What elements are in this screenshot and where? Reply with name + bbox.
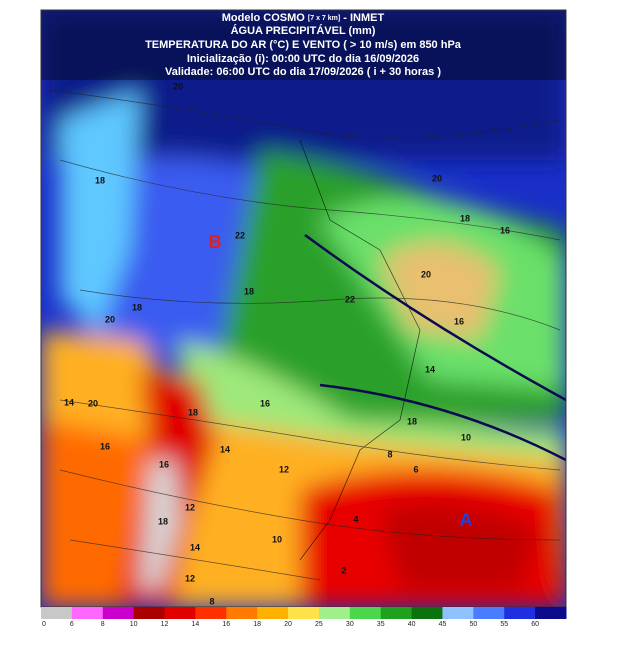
contour-label: 12 [279, 464, 289, 474]
contour-label: 22 [235, 230, 245, 240]
colorbar-label: 18 [253, 621, 261, 628]
colorbar-label: 35 [377, 621, 385, 628]
contour-label: 4 [353, 514, 358, 524]
colorbar-swatch [504, 607, 536, 619]
colorbar-swatch [349, 607, 382, 619]
colorbar-swatch [102, 607, 135, 619]
header-line: Modelo COSMO [7 x 7 km] - INMET [222, 12, 385, 24]
contour-label: 20 [105, 314, 115, 324]
colorbar-label: 60 [531, 621, 539, 628]
contour-label: 6 [413, 464, 418, 474]
colorbar-swatch [535, 607, 567, 619]
contour-label: 18 [132, 302, 142, 312]
contour-label: 16 [100, 441, 110, 451]
header-source: - INMET [343, 12, 384, 24]
colorbar-label: 55 [500, 621, 508, 628]
colorbar-swatch [411, 607, 443, 619]
colorbar-label: 30 [346, 621, 354, 628]
contour-label: 20 [88, 398, 98, 408]
colorbar-label: 40 [408, 621, 416, 628]
colorbar-swatch [380, 607, 413, 619]
header-line: ÁGUA PRECIPITÁVEL (mm) [231, 24, 376, 37]
contour-label: 16 [500, 225, 510, 235]
contour-label: 10 [461, 432, 471, 442]
colorbar-label: 20 [284, 621, 292, 628]
colorbar-label: 14 [192, 621, 200, 628]
header-line: TEMPERATURA DO AR (°C) E VENTO ( > 10 m/… [145, 39, 462, 51]
colorbar-swatch [288, 607, 320, 619]
contour-label: 2 [341, 565, 346, 575]
header-model: Modelo COSMO [222, 12, 306, 24]
contour-label: 20 [173, 81, 183, 91]
colorbar-label: 8 [101, 621, 105, 628]
colorbar-swatch [133, 607, 166, 619]
contour-label: 20 [421, 269, 431, 279]
contour-label: 8 [209, 596, 214, 606]
colorbar-swatch [318, 607, 351, 619]
contour-label: 14 [425, 364, 435, 374]
colorbar-swatch [41, 607, 73, 619]
contour-label: 18 [407, 416, 417, 426]
contour-label: 18 [158, 516, 168, 526]
contour-label: 16 [159, 459, 169, 469]
contour-label: 22 [345, 294, 355, 304]
colorbar-label: 50 [469, 621, 477, 628]
contour-label: 8 [387, 449, 392, 459]
low-pressure-label: B [209, 232, 222, 252]
header-note: [7 x 7 km] [308, 15, 340, 22]
header-line: Validade: 06:00 UTC do dia 17/09/2026 ( … [165, 66, 441, 78]
contour-label: 16 [260, 398, 270, 408]
header-line: Inicialização (i): 00:00 UTC do dia 16/0… [187, 53, 419, 65]
contour-label: 10 [272, 534, 282, 544]
colorbar-swatch [473, 607, 505, 619]
colorbar-swatch [226, 607, 258, 619]
colorbar-swatch [257, 607, 289, 619]
colorbar-label: 16 [222, 621, 230, 628]
colorbar-label: 12 [161, 621, 169, 628]
colorbar-label: 10 [130, 621, 138, 628]
colorbar-label: 0 [42, 621, 46, 628]
colorbar-label: 25 [315, 621, 323, 628]
high-pressure-label: A [460, 510, 473, 530]
contour-label: 18 [188, 407, 198, 417]
contour-label: 18 [244, 286, 254, 296]
colorbar-swatch [164, 607, 196, 619]
colorbar-swatch [71, 607, 104, 619]
contour-label: 20 [432, 173, 442, 183]
contour-label: 14 [64, 397, 74, 407]
contour-label: 14 [220, 444, 230, 454]
colorbar-swatch [195, 607, 227, 619]
contour-label: 14 [190, 542, 200, 552]
colorbar-label: 45 [439, 621, 447, 628]
contour-label: 12 [185, 502, 195, 512]
map-field [41, 10, 566, 607]
contour-label: 16 [454, 316, 464, 326]
contour-label: 18 [95, 175, 105, 185]
contour-label: 12 [185, 573, 195, 583]
colorbar-label: 6 [70, 621, 74, 628]
colorbar-swatch [442, 607, 474, 619]
contour-label: 18 [460, 213, 470, 223]
